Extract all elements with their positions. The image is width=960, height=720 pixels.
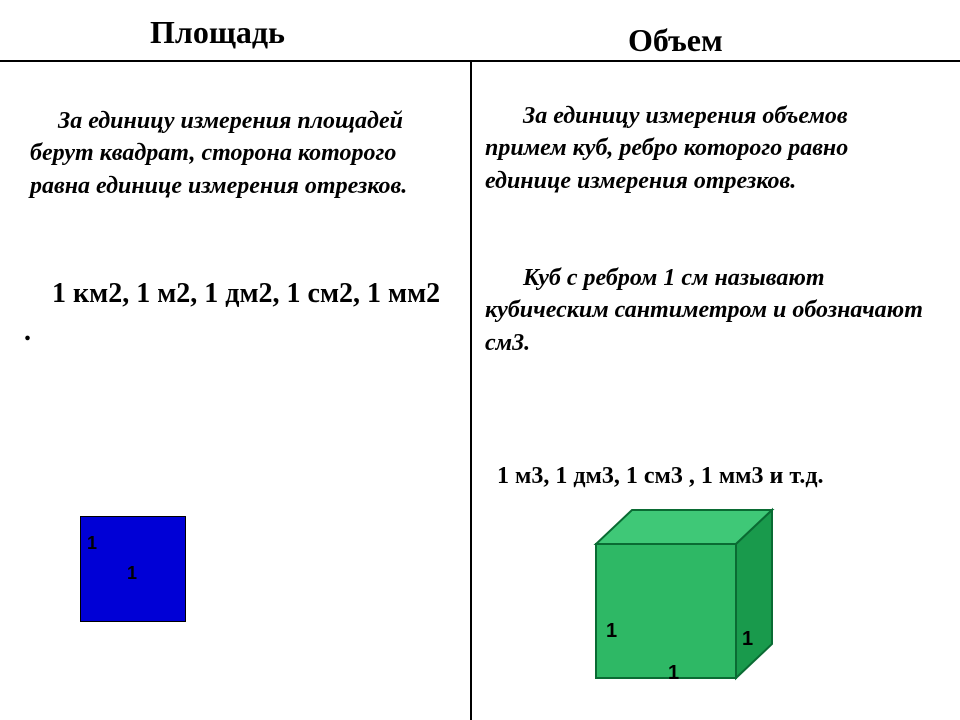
right-title: Объем xyxy=(628,22,723,59)
left-paragraph: За единицу измерения площадей берут квад… xyxy=(30,105,450,202)
right-paragraph-1: За единицу измерения объемов примем куб,… xyxy=(485,100,935,197)
cube-label-right: 1 xyxy=(742,628,753,651)
cube-front-face xyxy=(596,544,736,678)
vertical-divider xyxy=(470,60,472,720)
square-label-horizontal: 1 xyxy=(127,563,137,584)
cube-label-left: 1 xyxy=(606,620,617,643)
cube-label-bottom: 1 xyxy=(668,662,679,685)
left-title: Площадь xyxy=(150,14,285,51)
unit-square: 1 1 xyxy=(80,516,186,622)
right-paragraph-2: Куб с ребром 1 см называют кубическим са… xyxy=(485,262,950,359)
left-units: 1 км2, 1 м2, 1 дм2, 1 см2, 1 мм2 . xyxy=(24,275,454,351)
right-units: 1 м3, 1 дм3, 1 см3 , 1 мм3 и т.д. xyxy=(497,460,957,492)
square-label-vertical: 1 xyxy=(87,533,97,554)
horizontal-divider xyxy=(0,60,960,62)
unit-cube: 1 1 1 xyxy=(560,500,790,700)
